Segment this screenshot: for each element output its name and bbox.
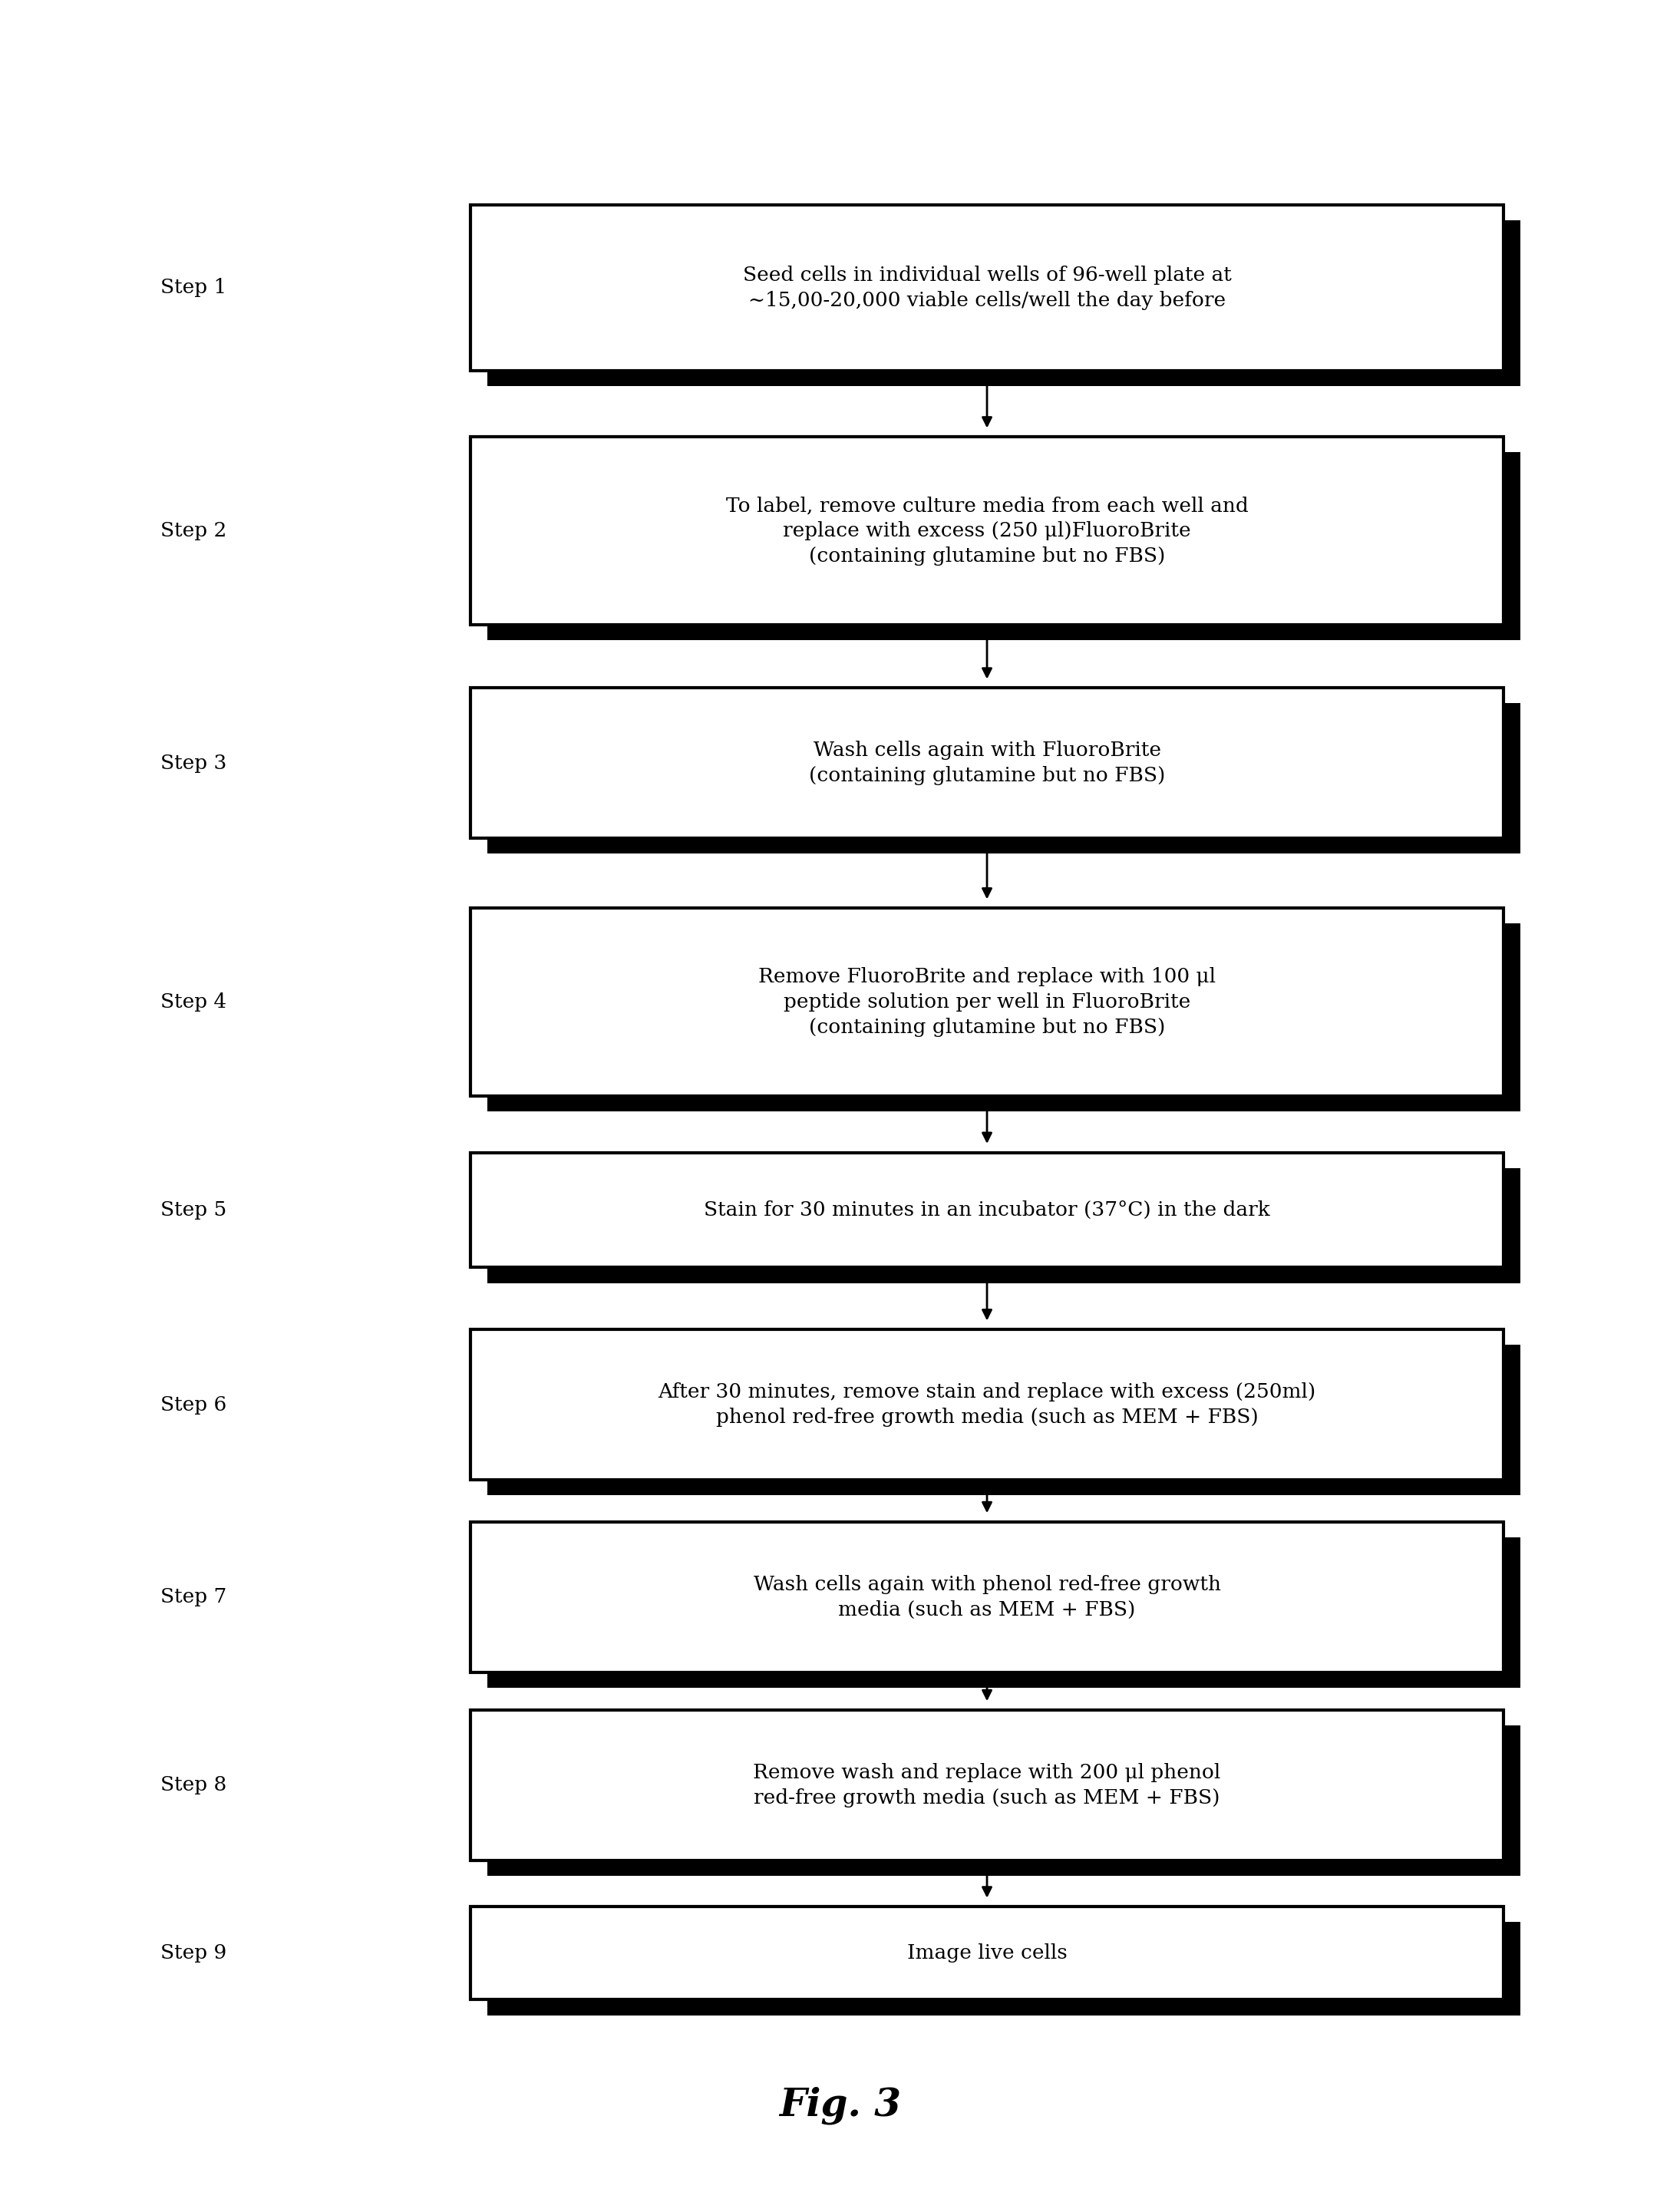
FancyBboxPatch shape [487, 1725, 1520, 1876]
Text: To label, remove culture media from each well and
replace with excess (250 μl)Fl: To label, remove culture media from each… [726, 495, 1248, 566]
FancyBboxPatch shape [487, 1168, 1520, 1283]
Text: Step 4: Step 4 [160, 993, 227, 1011]
FancyBboxPatch shape [470, 206, 1504, 372]
FancyBboxPatch shape [487, 453, 1520, 641]
Text: Wash cells again with FluoroBrite
(containing glutamine but no FBS): Wash cells again with FluoroBrite (conta… [808, 741, 1166, 785]
FancyBboxPatch shape [470, 1329, 1504, 1480]
FancyBboxPatch shape [470, 438, 1504, 624]
Text: Step 8: Step 8 [160, 1776, 227, 1794]
Text: Image live cells: Image live cells [907, 1944, 1067, 1962]
Text: After 30 minutes, remove stain and replace with excess (250ml)
phenol red-free g: After 30 minutes, remove stain and repla… [659, 1382, 1315, 1427]
FancyBboxPatch shape [487, 1922, 1520, 2015]
FancyBboxPatch shape [487, 925, 1520, 1110]
FancyBboxPatch shape [487, 1537, 1520, 1688]
Text: Step 6: Step 6 [160, 1396, 227, 1413]
Text: Seed cells in individual wells of 96-well plate at
~15,00-20,000 viable cells/we: Seed cells in individual wells of 96-wel… [743, 265, 1231, 310]
FancyBboxPatch shape [470, 1522, 1504, 1672]
FancyBboxPatch shape [487, 1345, 1520, 1495]
Text: Step 5: Step 5 [160, 1201, 227, 1219]
Text: Step 2: Step 2 [160, 522, 227, 540]
FancyBboxPatch shape [470, 907, 1504, 1095]
Text: Fig. 3: Fig. 3 [780, 2086, 900, 2126]
FancyBboxPatch shape [470, 1907, 1504, 2000]
FancyBboxPatch shape [470, 1152, 1504, 1267]
FancyBboxPatch shape [470, 688, 1504, 838]
Text: Stain for 30 minutes in an incubator (37°C) in the dark: Stain for 30 minutes in an incubator (37… [704, 1201, 1270, 1219]
Text: Wash cells again with phenol red-free growth
media (such as MEM + FBS): Wash cells again with phenol red-free gr… [753, 1575, 1221, 1619]
Text: Remove FluoroBrite and replace with 100 μl
peptide solution per well in FluoroBr: Remove FluoroBrite and replace with 100 … [758, 967, 1216, 1037]
Text: Step 7: Step 7 [160, 1588, 227, 1606]
Text: Step 9: Step 9 [160, 1944, 227, 1962]
FancyBboxPatch shape [470, 1710, 1504, 1860]
Text: Step 1: Step 1 [160, 279, 227, 296]
Text: Step 3: Step 3 [160, 754, 227, 772]
FancyBboxPatch shape [487, 703, 1520, 854]
FancyBboxPatch shape [487, 221, 1520, 387]
Text: Remove wash and replace with 200 μl phenol
red-free growth media (such as MEM + : Remove wash and replace with 200 μl phen… [753, 1763, 1221, 1807]
